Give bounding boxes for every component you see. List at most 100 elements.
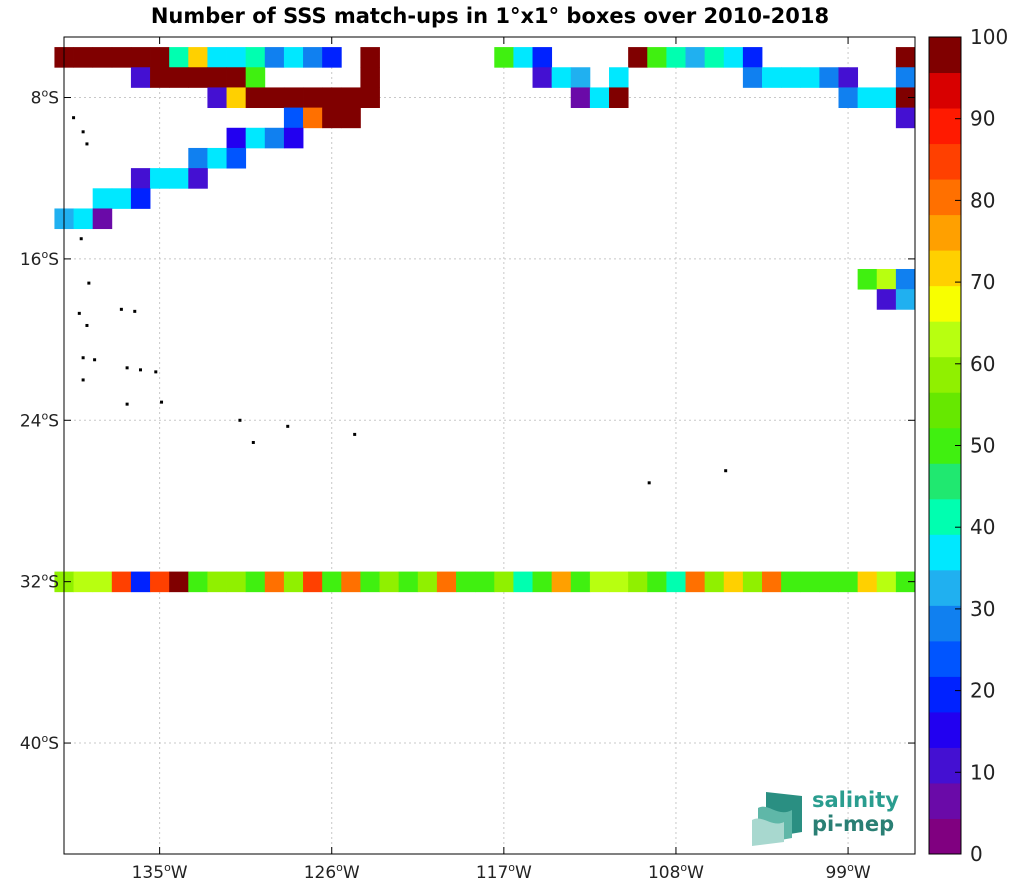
heatmap-cell <box>226 127 247 149</box>
heatmap-cell <box>570 67 591 88</box>
heatmap-cell <box>742 47 763 68</box>
heatmap-cell <box>150 571 170 593</box>
heatmap-cell <box>360 87 380 109</box>
colorbar-tick-label: 20 <box>970 679 995 703</box>
heatmap-cell <box>303 571 323 593</box>
heatmap-cell <box>188 571 208 593</box>
heatmap-cell <box>92 47 113 68</box>
heatmap-cell <box>494 47 514 68</box>
heatmap-cell <box>245 67 266 88</box>
heatmap-cell <box>92 188 113 209</box>
heatmap-cell <box>876 289 897 310</box>
heatmap-cell <box>245 47 266 68</box>
logo-text-pi-mep: pi-mep <box>812 812 895 836</box>
heatmap-cell <box>762 67 782 88</box>
heatmap-cell <box>781 67 801 88</box>
heatmap-cell <box>226 67 247 88</box>
colorbar-segment <box>929 392 961 429</box>
heatmap-cell <box>341 571 361 593</box>
heatmap-cell <box>73 47 94 68</box>
heatmap-cell <box>130 168 151 189</box>
heatmap-cell <box>895 268 916 290</box>
heatmap-cell <box>838 571 859 593</box>
heatmap-cell <box>264 47 285 68</box>
heatmap-cell <box>857 571 878 593</box>
heatmap-cell <box>513 47 533 68</box>
island-marker <box>160 400 164 404</box>
heatmap-cell <box>283 107 304 129</box>
heatmap-cell <box>742 67 763 88</box>
heatmap-cell <box>398 571 419 593</box>
heatmap-cell <box>609 571 629 593</box>
island-marker <box>72 116 76 120</box>
colorbar-segment <box>929 782 961 819</box>
heatmap-cell <box>532 571 553 593</box>
colorbar-tick-label: 70 <box>970 270 995 294</box>
island-marker <box>251 440 255 444</box>
heatmap-cell <box>781 571 801 593</box>
colorbar-segment <box>929 37 961 74</box>
heatmap-cell <box>895 47 916 68</box>
colorbar-segment <box>929 321 961 358</box>
island-marker <box>125 402 129 406</box>
heatmap-cell <box>111 571 132 593</box>
heatmap-cell <box>322 571 342 593</box>
heatmap-cell <box>360 571 380 593</box>
heatmap-cell <box>283 571 304 593</box>
island-marker <box>125 366 129 370</box>
heatmap-cell <box>207 87 227 109</box>
colorbar-segment <box>929 179 961 216</box>
island-marker <box>93 358 97 362</box>
heatmap-cell <box>475 571 495 593</box>
heatmap-cell <box>150 168 170 189</box>
salinity-pi-mep-logo: salinity pi-mep <box>752 788 902 846</box>
heatmap-cell <box>130 47 151 68</box>
heatmap-cell <box>895 571 916 593</box>
heatmap-cell <box>876 268 897 290</box>
heatmap-cell <box>188 147 208 169</box>
colorbar-tick-label: 80 <box>970 188 995 212</box>
x-tick-label: 135oW <box>132 861 188 883</box>
colorbar-segment <box>929 747 961 784</box>
colorbar-tick-label: 30 <box>970 597 995 621</box>
colorbar-segment <box>929 108 961 145</box>
heatmap-cell <box>532 67 553 88</box>
heatmap-cell <box>628 571 648 593</box>
colorbar-segment <box>929 72 961 109</box>
heatmap-cell <box>303 107 323 129</box>
heatmap-cell <box>800 67 820 88</box>
chart-title: Number of SSS match-ups in 1°x1° boxes o… <box>150 4 830 28</box>
y-axis-ticks: 8oS 16oS 24oS 32oS 40oS <box>20 87 915 754</box>
heatmap-cell <box>742 571 763 593</box>
heatmap-cell <box>895 107 916 129</box>
heatmap-cell <box>264 87 285 109</box>
heatmap-cell <box>456 571 476 593</box>
colorbar-segment <box>929 605 961 642</box>
heatmap-cell <box>226 87 247 109</box>
colorbar-tick-label: 0 <box>970 842 983 866</box>
island-marker <box>724 469 728 473</box>
heatmap-cell <box>551 67 572 88</box>
colorbar-segment <box>929 214 961 251</box>
wave-logo-icon <box>752 792 802 846</box>
island-marker <box>85 142 89 146</box>
heatmap-cell <box>704 571 725 593</box>
x-axis-ticks: 135oW 126oW 117oW 108oW 99oW <box>132 37 871 883</box>
heatmap-cell <box>341 107 361 129</box>
heatmap-cell <box>303 87 323 109</box>
heatmap-cell <box>647 47 667 68</box>
colorbar-tick-label: 100 <box>970 25 1008 49</box>
heatmap-cell <box>245 87 266 109</box>
heatmap-cell <box>169 67 189 88</box>
x-tick-label: 108oW <box>648 861 704 883</box>
heatmap-cell <box>685 571 706 593</box>
heatmap-cell <box>532 47 553 68</box>
colorbar-segment <box>929 534 961 571</box>
heatmap-cell <box>857 87 878 109</box>
island-marker <box>87 281 91 285</box>
heatmap-cell <box>819 67 839 88</box>
heatmap-cell <box>245 571 266 593</box>
heatmap-cell <box>111 188 132 209</box>
x-tick-label: 99oW <box>825 861 870 883</box>
heatmap-cell <box>819 571 839 593</box>
